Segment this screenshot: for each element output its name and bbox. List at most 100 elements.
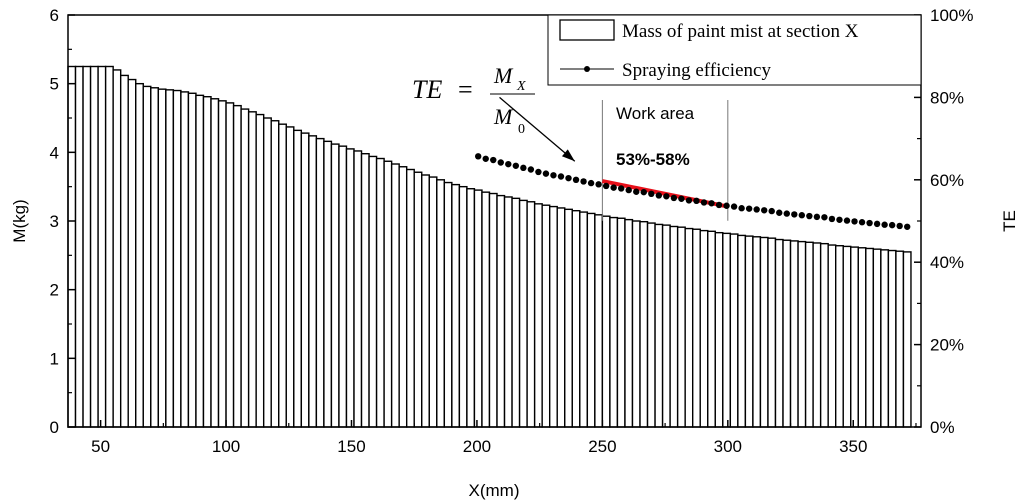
scatter-series-efficiency	[474, 153, 911, 230]
bar	[360, 153, 370, 428]
bar	[67, 65, 77, 428]
efficiency-point	[828, 215, 836, 223]
efficiency-point	[888, 221, 896, 229]
bar	[127, 78, 137, 428]
efficiency-point	[640, 188, 647, 196]
y-tick-label: 5	[50, 75, 59, 94]
bar	[729, 233, 739, 428]
bar	[865, 247, 875, 428]
bar	[518, 199, 528, 428]
y2-tick-label: 80%	[930, 88, 964, 107]
bar	[225, 102, 235, 428]
efficiency-point	[557, 173, 565, 180]
x-tick-label: 150	[337, 437, 365, 456]
efficiency-point	[685, 197, 693, 204]
bar	[375, 157, 385, 428]
bar	[722, 232, 732, 428]
y-axis-title: M(kg)	[10, 199, 29, 242]
bar	[737, 234, 747, 428]
bar	[421, 174, 430, 428]
bar	[496, 194, 506, 428]
bar	[473, 189, 483, 428]
bar	[804, 241, 814, 428]
y2-tick-label: 40%	[930, 253, 964, 272]
efficiency-point	[776, 209, 783, 216]
efficiency-point	[602, 182, 610, 190]
y2-tick-label: 0%	[930, 418, 955, 437]
bar-series-mass	[67, 65, 912, 428]
efficiency-point	[745, 205, 753, 212]
efficiency-point	[821, 214, 828, 221]
efficiency-point	[678, 195, 685, 202]
bar	[451, 183, 461, 428]
efficiency-point	[527, 166, 535, 173]
efficiency-point	[535, 168, 542, 176]
legend-label-mass: Mass of paint mist at section X	[622, 21, 859, 42]
bar	[850, 246, 859, 428]
bar	[398, 166, 408, 428]
bar	[744, 235, 754, 428]
bar	[217, 100, 227, 428]
legend: Mass of paint mist at section X Spraying…	[547, 14, 922, 86]
efficiency-point	[670, 194, 678, 202]
bar	[699, 229, 709, 428]
bar	[300, 132, 310, 428]
efficiency-point	[791, 211, 798, 218]
bar	[74, 65, 84, 428]
bar	[579, 211, 589, 428]
bar	[262, 117, 272, 428]
bar	[481, 191, 491, 428]
efficiency-point	[648, 190, 655, 198]
bar	[97, 65, 107, 428]
formula-equals: =	[458, 75, 473, 104]
bar	[390, 163, 400, 428]
efficiency-point	[730, 203, 738, 210]
efficiency-point	[550, 172, 557, 179]
bar	[556, 207, 566, 428]
bar	[323, 140, 333, 428]
bar	[887, 249, 897, 428]
efficiency-point	[723, 202, 730, 209]
formula-denominator: M	[493, 104, 514, 129]
legend-bar-swatch	[559, 19, 615, 41]
bar	[541, 204, 551, 428]
bar	[654, 223, 664, 428]
bar	[82, 65, 92, 428]
bar	[240, 108, 250, 428]
efficiency-point	[708, 200, 715, 207]
bar	[172, 89, 182, 428]
y-tick-label: 3	[50, 212, 59, 231]
bar	[684, 227, 694, 428]
bar	[428, 176, 438, 428]
bar	[609, 216, 619, 428]
formula-numerator-subscript: X	[516, 79, 526, 94]
bar	[548, 205, 558, 428]
bar	[195, 94, 205, 428]
bar	[488, 192, 498, 428]
efficiency-point	[565, 174, 572, 182]
bar	[466, 188, 476, 428]
bar	[315, 137, 325, 428]
efficiency-point	[866, 219, 873, 227]
bar	[232, 104, 242, 428]
bar	[187, 92, 197, 428]
efficiency-point	[497, 159, 504, 166]
bar	[902, 251, 912, 428]
efficiency-point	[783, 210, 790, 217]
efficiency-point	[542, 170, 550, 177]
bar	[247, 111, 257, 428]
bar	[691, 228, 701, 428]
efficiency-point	[768, 207, 775, 215]
efficiency-point	[798, 212, 806, 219]
efficiency-point	[904, 223, 911, 230]
bar	[639, 220, 649, 428]
bar	[661, 224, 671, 428]
efficiency-point	[813, 213, 821, 221]
efficiency-point	[663, 193, 670, 200]
efficiency-point	[625, 186, 632, 194]
formula: TE = M X M 0	[412, 63, 535, 137]
bar	[669, 225, 679, 428]
formula-numerator: M	[493, 63, 514, 88]
bar	[210, 98, 220, 428]
bar	[752, 236, 762, 428]
